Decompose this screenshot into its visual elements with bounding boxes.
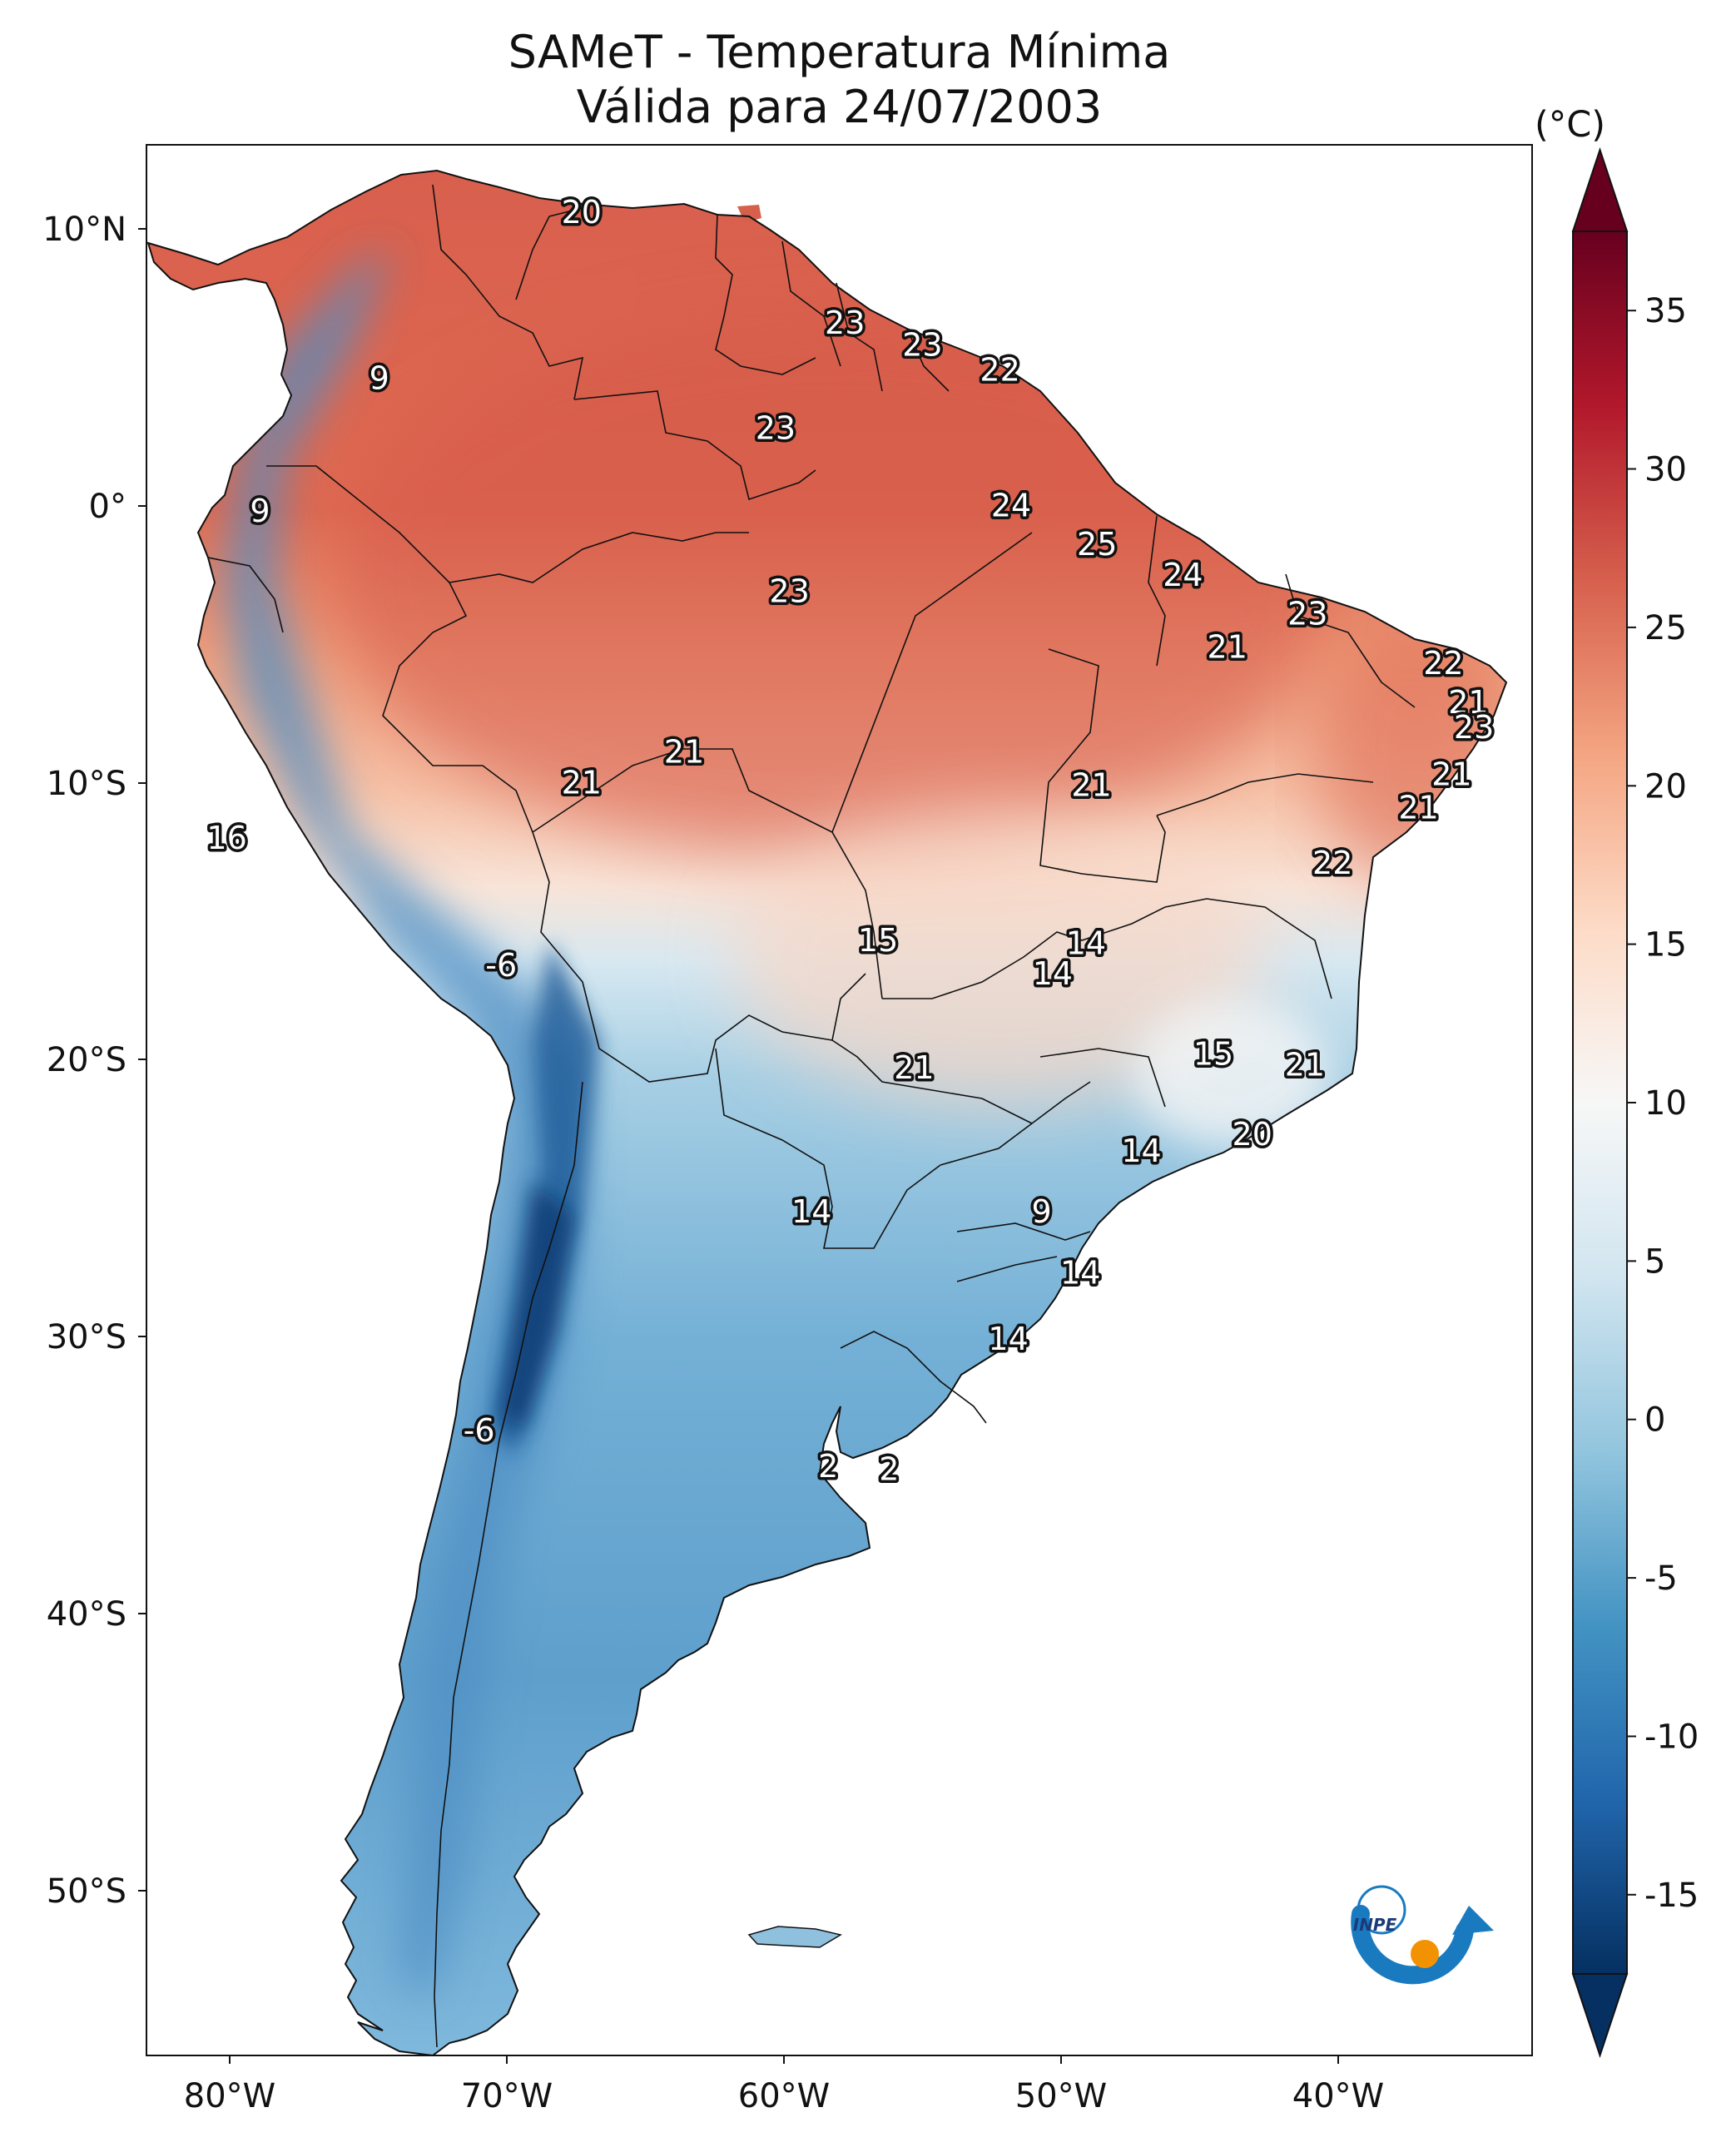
colorbar-top-extension (1571, 146, 1629, 232)
colorbar-tick-label: 20 (1644, 767, 1687, 806)
temperature-label: 20 (1233, 1116, 1272, 1153)
inpe-logo: INPE (1351, 1885, 1494, 1985)
temperature-label: 22 (1312, 845, 1352, 881)
temperature-label: 15 (858, 922, 898, 959)
temperature-label: 22 (1423, 645, 1463, 682)
temperature-label: 23 (1287, 595, 1327, 632)
continent (146, 169, 1508, 2055)
colorbar-tick-label: 25 (1644, 609, 1687, 647)
temperature-label: 21 (1208, 628, 1247, 665)
colorbar-tick-label: -15 (1644, 1877, 1699, 1915)
temperature-label: 14 (1066, 925, 1106, 961)
inpe-logo-text: INPE (1353, 1915, 1397, 1935)
temperature-label: 23 (902, 327, 942, 364)
temperature-label: 14 (791, 1193, 831, 1230)
temperature-label: 14 (1121, 1133, 1161, 1169)
temperature-label: 23 (756, 409, 796, 446)
temperature-label: 21 (1398, 789, 1438, 826)
lat-label-0: 0° (89, 488, 126, 526)
temperature-label: 23 (769, 573, 809, 610)
lon-label-50w: 50°W (1015, 2077, 1107, 2115)
lat-label-20s: 20°S (47, 1041, 126, 1079)
axis-ticks (138, 228, 1339, 2064)
colorbar-tick-label: 15 (1644, 926, 1687, 964)
malvinas-islands (747, 1926, 842, 1948)
colorbar-tick-label: 10 (1644, 1084, 1687, 1123)
colorbar-tick-label: 30 (1644, 451, 1687, 489)
temperature-label: 23 (825, 305, 865, 341)
lat-label-50s: 50°S (47, 1872, 126, 1911)
temperature-label: 2 (879, 1451, 899, 1488)
colorbar-tick-label: -5 (1644, 1559, 1678, 1598)
temperature-label: 9 (1032, 1193, 1052, 1230)
temperature-label: 16 (206, 820, 246, 856)
temperature-label: 21 (1448, 684, 1488, 721)
temperature-label: 21 (1285, 1047, 1325, 1083)
temperature-label: 9 (250, 493, 270, 529)
colorbar-tick-label: 0 (1644, 1401, 1665, 1440)
temperature-label: 14 (1033, 955, 1073, 992)
temperature-label: 21 (562, 764, 602, 801)
inpe-logo-ring (1357, 1885, 1406, 1935)
colorbar-bottom-extension (1571, 1973, 1629, 2059)
temperature-label: 14 (1060, 1254, 1100, 1291)
inpe-logo-arc (1351, 1905, 1474, 1985)
colorbar-ticks: 35 30 25 20 15 10 5 0 -5 -10 -15 (1627, 292, 1699, 1915)
temperature-label: 2 (818, 1448, 838, 1485)
lat-label-10n: 10°N (42, 211, 126, 249)
temperature-label: -6 (464, 1412, 495, 1449)
temperature-label: 25 (1077, 526, 1117, 563)
temperature-label: 21 (664, 734, 704, 771)
lon-label-40w: 40°W (1292, 2077, 1384, 2115)
temperature-label: 21 (1071, 767, 1111, 804)
temperature-label: 15 (1193, 1035, 1233, 1072)
political-borders (146, 169, 1508, 2055)
lon-label-70w: 70°W (461, 2077, 553, 2115)
trinidad (737, 205, 761, 223)
temperature-label: 9 (370, 360, 389, 397)
temperature-label: 22 (980, 352, 1019, 389)
lat-label-30s: 30°S (47, 1318, 126, 1356)
map-frame (146, 144, 1533, 2056)
colorbar-tick-label: 5 (1644, 1242, 1665, 1281)
temperature-label: 14 (988, 1321, 1028, 1357)
map-subtitle: Válida para 24/07/2003 (576, 81, 1103, 133)
temperature-label: 21 (1431, 756, 1471, 792)
colorbar-tick-label: 35 (1644, 292, 1687, 330)
temperature-label: 20 (562, 194, 602, 231)
lon-label-60w: 60°W (738, 2077, 830, 2115)
temperature-label: 24 (1163, 557, 1203, 593)
temperature-label: -6 (485, 947, 517, 984)
lon-label-80w: 80°W (184, 2077, 275, 2115)
colorbar-gradient (1572, 231, 1628, 1975)
inpe-logo-dot (1411, 1940, 1439, 1968)
colorbar-tick-label: -10 (1644, 1718, 1699, 1757)
map-title: SAMeT - Temperatura Mínima (508, 26, 1171, 78)
temperature-label: 21 (894, 1049, 934, 1086)
lat-label-40s: 40°S (47, 1595, 126, 1634)
colorbar: 35 30 25 20 15 10 5 0 -5 -10 -15 (1571, 146, 1699, 2059)
temperature-label: 24 (991, 488, 1031, 524)
colorbar-unit: (°C) (1535, 104, 1606, 146)
lat-label-10s: 10°S (47, 765, 126, 803)
inpe-logo-arrow (1452, 1906, 1494, 1935)
temperature-label: 23 (1454, 709, 1494, 746)
